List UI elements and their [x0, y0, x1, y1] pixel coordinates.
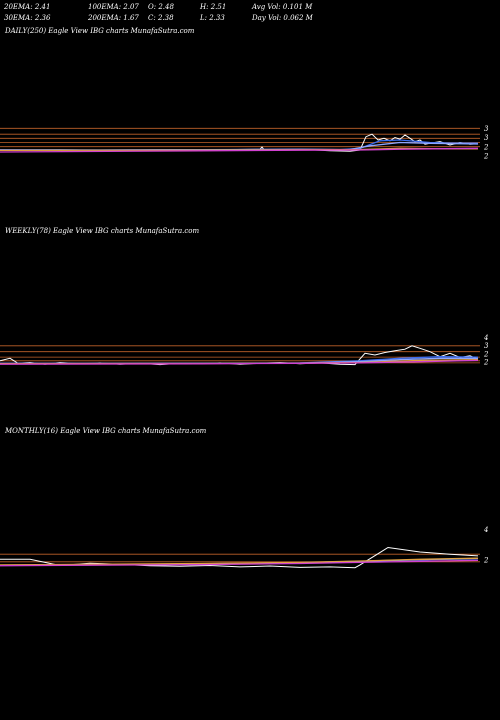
y-tick-label: 3 — [484, 342, 489, 350]
y-tick-label: 2 — [483, 350, 489, 358]
y-tick-label: 4 — [483, 526, 488, 534]
y-tick-label: 4 — [483, 334, 488, 342]
weekly-chart-title: WEEKLY(78) Eagle View IBG charts MunafaS… — [5, 227, 200, 235]
y-tick-label: 2 — [483, 556, 489, 564]
ema30-value: 30EMA: 2.36 — [4, 14, 51, 22]
y-tick-label: 3 — [484, 125, 489, 133]
series-line-3 — [0, 557, 479, 566]
ema200-value: 200EMA: 1.67 — [88, 14, 139, 22]
y-tick-label: 2 — [483, 359, 489, 367]
ema100-value: 100EMA: 2.07 — [88, 3, 139, 11]
series-line-4 — [0, 147, 479, 153]
y-tick-label: 3 — [484, 134, 489, 142]
series-line-4 — [0, 359, 479, 365]
series-line-0 — [0, 546, 479, 569]
day-vol-value: Day Vol: 0.062 M — [252, 14, 313, 22]
avg-vol-value: Avg Vol: 0.101 M — [252, 3, 313, 11]
monthly-chart: 42 — [0, 526, 489, 569]
high-value: H: 2.51 — [200, 3, 227, 11]
y-tick-label: 2 — [483, 143, 489, 151]
low-value: L: 2.33 — [200, 14, 225, 22]
monthly-chart-title: MONTHLY(16) Eagle View IBG charts Munafa… — [5, 427, 207, 435]
series-line-4 — [0, 559, 479, 567]
open-value: O: 2.48 — [148, 3, 174, 11]
close-value: C: 2.38 — [148, 14, 174, 22]
daily-chart-title: DAILY(250) Eagle View IBG charts MunafaS… — [5, 27, 195, 35]
ema20-value: 20EMA: 2.41 — [4, 3, 51, 11]
y-tick-label: 2 — [483, 153, 489, 161]
